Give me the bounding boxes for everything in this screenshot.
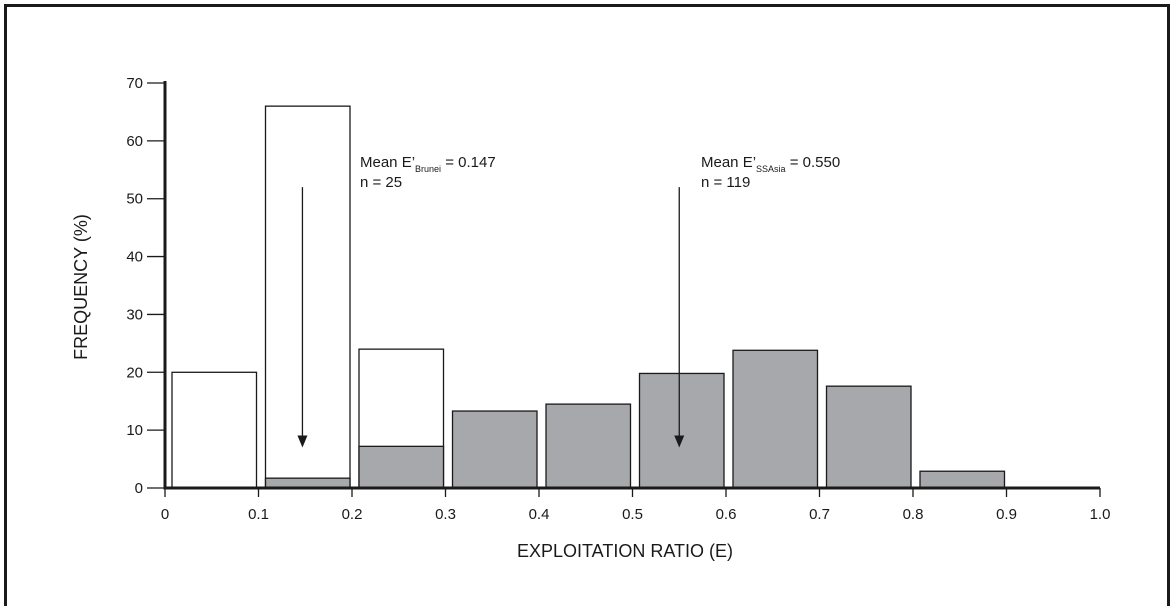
sample-size-label: n = 25: [360, 174, 402, 191]
x-tick-label: 0: [161, 506, 169, 523]
brunei-bar-1: [264, 105, 351, 489]
y-tick-label: 50: [126, 191, 143, 208]
ssasia-bar-4: [638, 372, 725, 489]
axes-layer: 0 10 20 30 40 50 60 70 0 0.1 0.2 0.3 0.4 0.5 0.6 0.7 0.8…: [126, 75, 1110, 523]
x-tick-label: 0.8: [903, 506, 924, 523]
x-tick-label: 1.0: [1090, 506, 1111, 523]
y-axis-title: FREQUENCY (%): [71, 214, 91, 360]
bars-layer: [171, 105, 1006, 489]
ssasia-bar-3: [545, 403, 632, 489]
y-tick-label: 0: [135, 480, 143, 497]
y-tick-label: 30: [126, 306, 143, 323]
x-tick-label: 0.3: [435, 506, 456, 523]
mean-arrow-head: [674, 435, 685, 448]
ssasia-bar-1: [358, 445, 445, 489]
y-tick-label: 40: [126, 249, 143, 266]
x-tick-label: 0.7: [809, 506, 830, 523]
ssasia-bar-6: [825, 385, 912, 489]
ssasia-bar-7: [919, 470, 1006, 489]
x-tick-label: 0.6: [716, 506, 737, 523]
x-tick-label: 0.5: [622, 506, 643, 523]
ssasia-bar-5: [732, 349, 819, 489]
y-tick-label: 10: [126, 422, 143, 439]
x-tick-label: 0.1: [248, 506, 269, 523]
x-axis-title: EXPLOITATION RATIO (E): [517, 541, 733, 561]
mean-arrow-head: [297, 435, 308, 448]
y-tick-label: 60: [126, 133, 143, 150]
x-tick-label: 0.4: [529, 506, 550, 523]
x-tick-label: 0.2: [342, 506, 363, 523]
brunei-bar-0: [171, 371, 258, 489]
sample-size-label: n = 119: [701, 174, 750, 191]
y-tick-label: 70: [126, 75, 143, 92]
ssasia-bar-2: [451, 410, 538, 489]
figure-frame: [4, 4, 1170, 606]
mean-label: Mean E’SSAsia = 0.550: [701, 154, 840, 174]
y-tick-label: 20: [126, 364, 143, 381]
mean-label: Mean E’Brunei = 0.147: [360, 154, 496, 174]
x-tick-label: 0.9: [996, 506, 1017, 523]
